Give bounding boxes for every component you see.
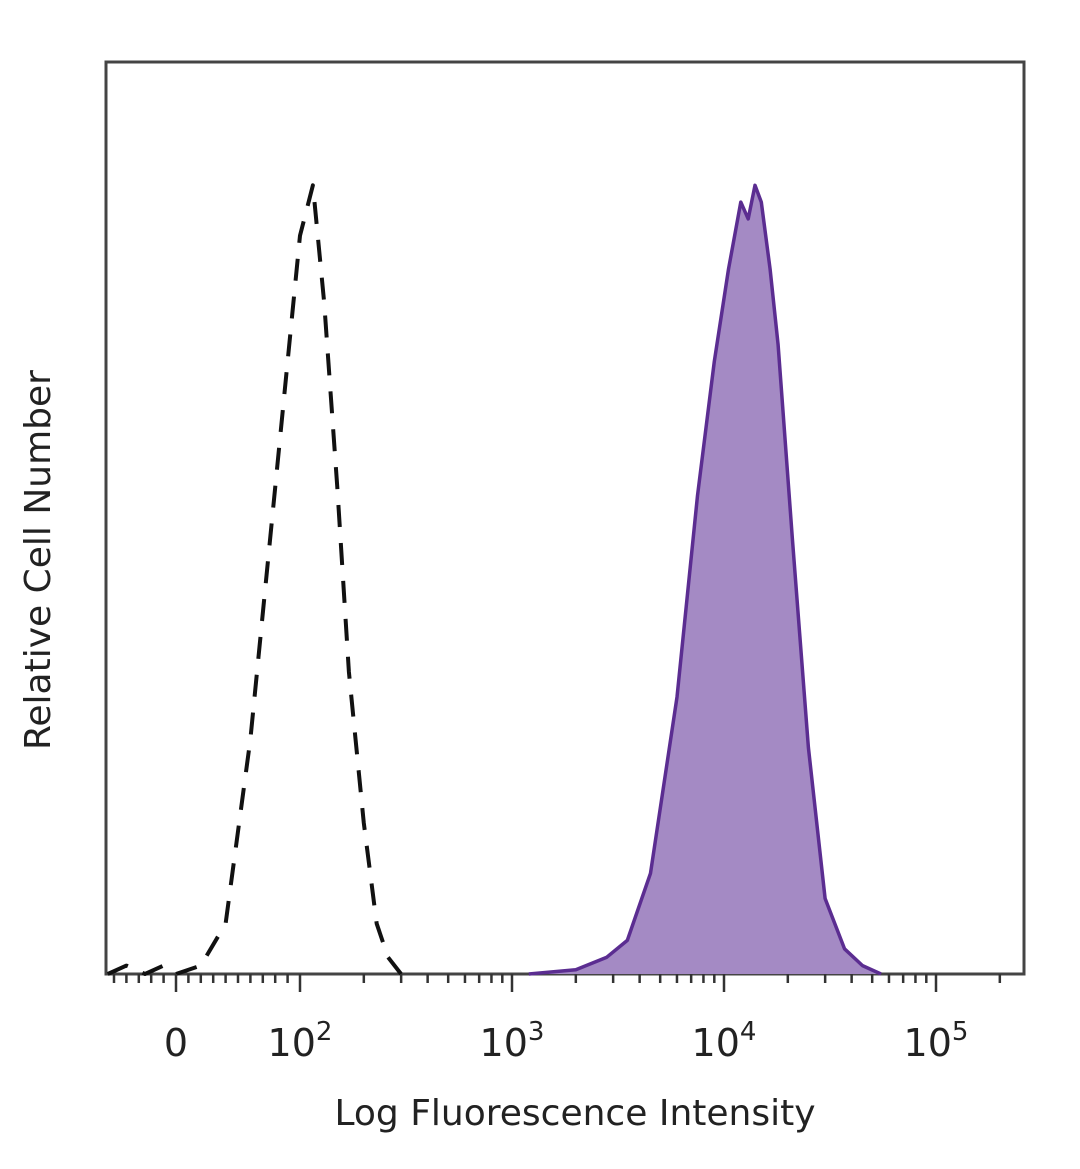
series-1-line [528,183,882,976]
x-tick-label: 103 [480,1017,545,1065]
x-tick-label: 105 [904,1017,969,1065]
series-1-fill [528,185,881,975]
series-0-line [106,183,403,976]
plot-frame [104,60,1026,976]
x-axis-title: Log Fluorescence Intensity [334,1093,815,1134]
series-layer [106,183,882,976]
x-tick-label: 102 [268,1017,333,1065]
y-axis-title: Relative Cell Number [18,370,59,750]
x-tick-label: 0 [164,1021,188,1065]
x-axis-ticks: 0 102 103 104 105 [112,974,1002,1065]
x-tick-label: 104 [692,1017,757,1065]
